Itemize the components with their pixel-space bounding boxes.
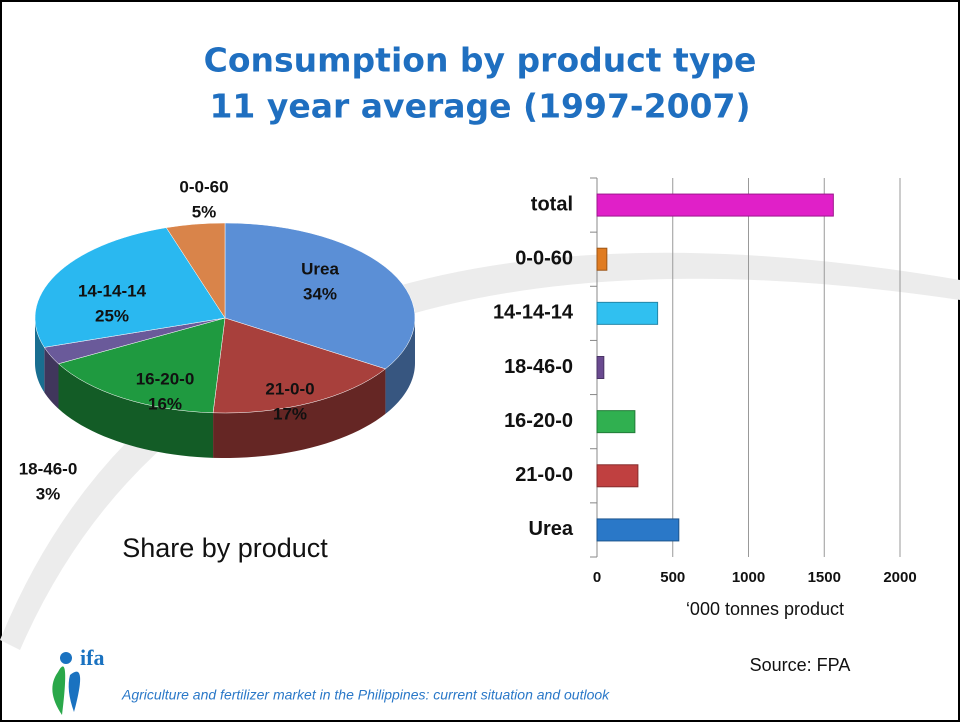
y-tick-label: total — [531, 193, 573, 215]
pie-label-category: 16-20-0 — [136, 369, 195, 388]
source: Source: FPA — [750, 655, 851, 675]
y-tick-label: 21-0-0 — [515, 464, 573, 486]
pie-side — [44, 347, 59, 409]
bar — [596, 193, 834, 217]
logo: ifa — [52, 645, 104, 715]
bar — [596, 247, 608, 271]
x-tick-label: 0 — [593, 569, 601, 586]
bar — [596, 410, 636, 434]
pie-label-value: 17% — [273, 404, 307, 423]
pie-side — [35, 318, 45, 393]
bar — [596, 301, 659, 325]
pie-caption: Share by product — [122, 533, 328, 563]
pie-slice — [57, 317, 226, 414]
pie-slice — [224, 222, 416, 370]
pie-side — [385, 318, 415, 414]
bar — [596, 464, 639, 488]
pie-label-category: 18-46-0 — [19, 459, 78, 478]
bar — [596, 356, 605, 379]
pie-label-value: 5% — [192, 202, 217, 221]
logo-leaf — [68, 671, 81, 712]
pie-label-category: 0-0-60 — [179, 177, 228, 196]
logo-text: ifa — [80, 645, 104, 670]
pie-slice — [34, 227, 226, 348]
y-tick-label: 18-46-0 — [504, 356, 573, 378]
pie-slice — [212, 317, 386, 414]
pie-side — [213, 368, 386, 458]
footer: Agriculture and fertilizer market in the… — [121, 687, 610, 703]
x-tick-label: 1500 — [808, 569, 841, 586]
pie-label-value: 3% — [36, 484, 61, 503]
pie-label-category: 21-0-0 — [265, 379, 314, 398]
logo-dot — [60, 652, 72, 664]
y-tick-label: Urea — [529, 518, 574, 540]
y-tick-label: 0-0-60 — [515, 247, 573, 269]
title-line: 11 year average (1997-2007) — [209, 87, 750, 126]
y-tick-label: 16-20-0 — [504, 410, 573, 432]
x-axis-label: ‘000 tonnes product — [686, 599, 844, 619]
pie-label-value: 16% — [148, 394, 182, 413]
y-tick-label: 14-14-14 — [493, 302, 574, 324]
x-tick-label: 1000 — [732, 569, 765, 586]
logo-leaf — [52, 666, 66, 715]
bar — [596, 518, 680, 542]
x-tick-label: 500 — [660, 569, 685, 586]
x-tick-label: 2000 — [883, 569, 916, 586]
title-line: Consumption by product type — [204, 41, 757, 80]
pie-side — [58, 363, 214, 458]
pie-label-category: Urea — [301, 259, 339, 278]
pie-label-value: 34% — [303, 284, 337, 303]
pie-label-category: 14-14-14 — [78, 281, 147, 300]
pie-slice — [165, 222, 226, 319]
pie-label-value: 25% — [95, 306, 129, 325]
